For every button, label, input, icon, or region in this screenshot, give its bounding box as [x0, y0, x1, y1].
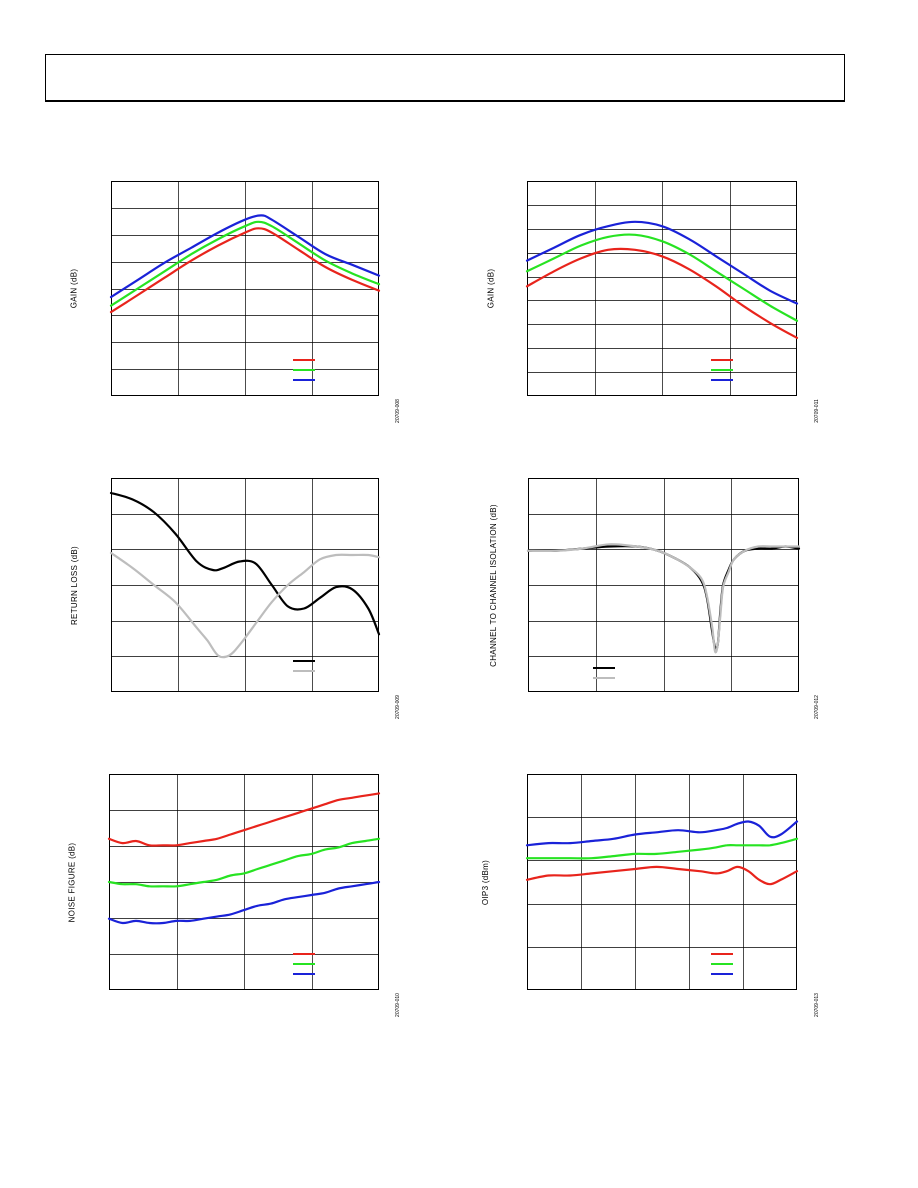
figure-code: 20709-008 [394, 399, 401, 423]
y-axis-label: GAIN (dB) [69, 268, 79, 309]
gridlines [528, 478, 799, 692]
series-line-gray [109, 551, 381, 659]
series-line-red [109, 227, 381, 314]
chart-5 [107, 774, 381, 990]
figure-code: 20709-012 [813, 695, 820, 719]
series-line-blue [525, 820, 799, 847]
plot-frame [109, 774, 379, 990]
legend [293, 953, 315, 975]
header-box [45, 54, 845, 102]
legend [293, 359, 315, 381]
chart-2 [525, 181, 799, 396]
series-line-green [525, 233, 799, 322]
plot-frame [111, 478, 379, 692]
series-line-gray [526, 543, 801, 654]
series-line-red [525, 865, 799, 886]
legend [293, 660, 315, 672]
series-line-blue [107, 880, 381, 925]
series-line-black [109, 491, 381, 636]
series-line-green [525, 837, 799, 860]
y-axis-label: CHANNEL TO CHANNEL ISOLATION (dB) [488, 503, 498, 667]
gridlines [527, 181, 797, 396]
series-line-green [109, 220, 381, 307]
plot-frame [111, 181, 379, 396]
series-line-red [525, 247, 799, 339]
plot-frame [528, 478, 799, 692]
series-line-green [107, 837, 381, 888]
chart-4 [526, 478, 801, 692]
chart-1 [109, 181, 381, 396]
gridlines [109, 774, 379, 990]
figure-code: 20709-013 [813, 993, 820, 1017]
plot-frame [527, 774, 797, 990]
legend [593, 667, 615, 679]
y-axis-label: OIP3 (dBm) [480, 859, 490, 905]
series-line-red [107, 792, 381, 847]
chart-6 [525, 774, 799, 990]
figure-code: 20709-011 [813, 399, 820, 423]
gridlines [111, 181, 379, 396]
y-axis-label: RETURN LOSS (dB) [69, 545, 79, 625]
plot-frame [527, 181, 797, 396]
figure-code: 20709-009 [394, 695, 401, 719]
chart-3 [109, 478, 381, 692]
y-axis-label: GAIN (dB) [486, 268, 496, 309]
figure-code: 20709-010 [394, 993, 401, 1017]
series-line-blue [109, 214, 381, 299]
series-line-blue [525, 220, 799, 305]
legend [711, 359, 733, 381]
gridlines [527, 774, 797, 990]
y-axis-label: NOISE FIGURE (dB) [67, 842, 77, 922]
legend [711, 953, 733, 975]
series-line-black [526, 544, 801, 651]
